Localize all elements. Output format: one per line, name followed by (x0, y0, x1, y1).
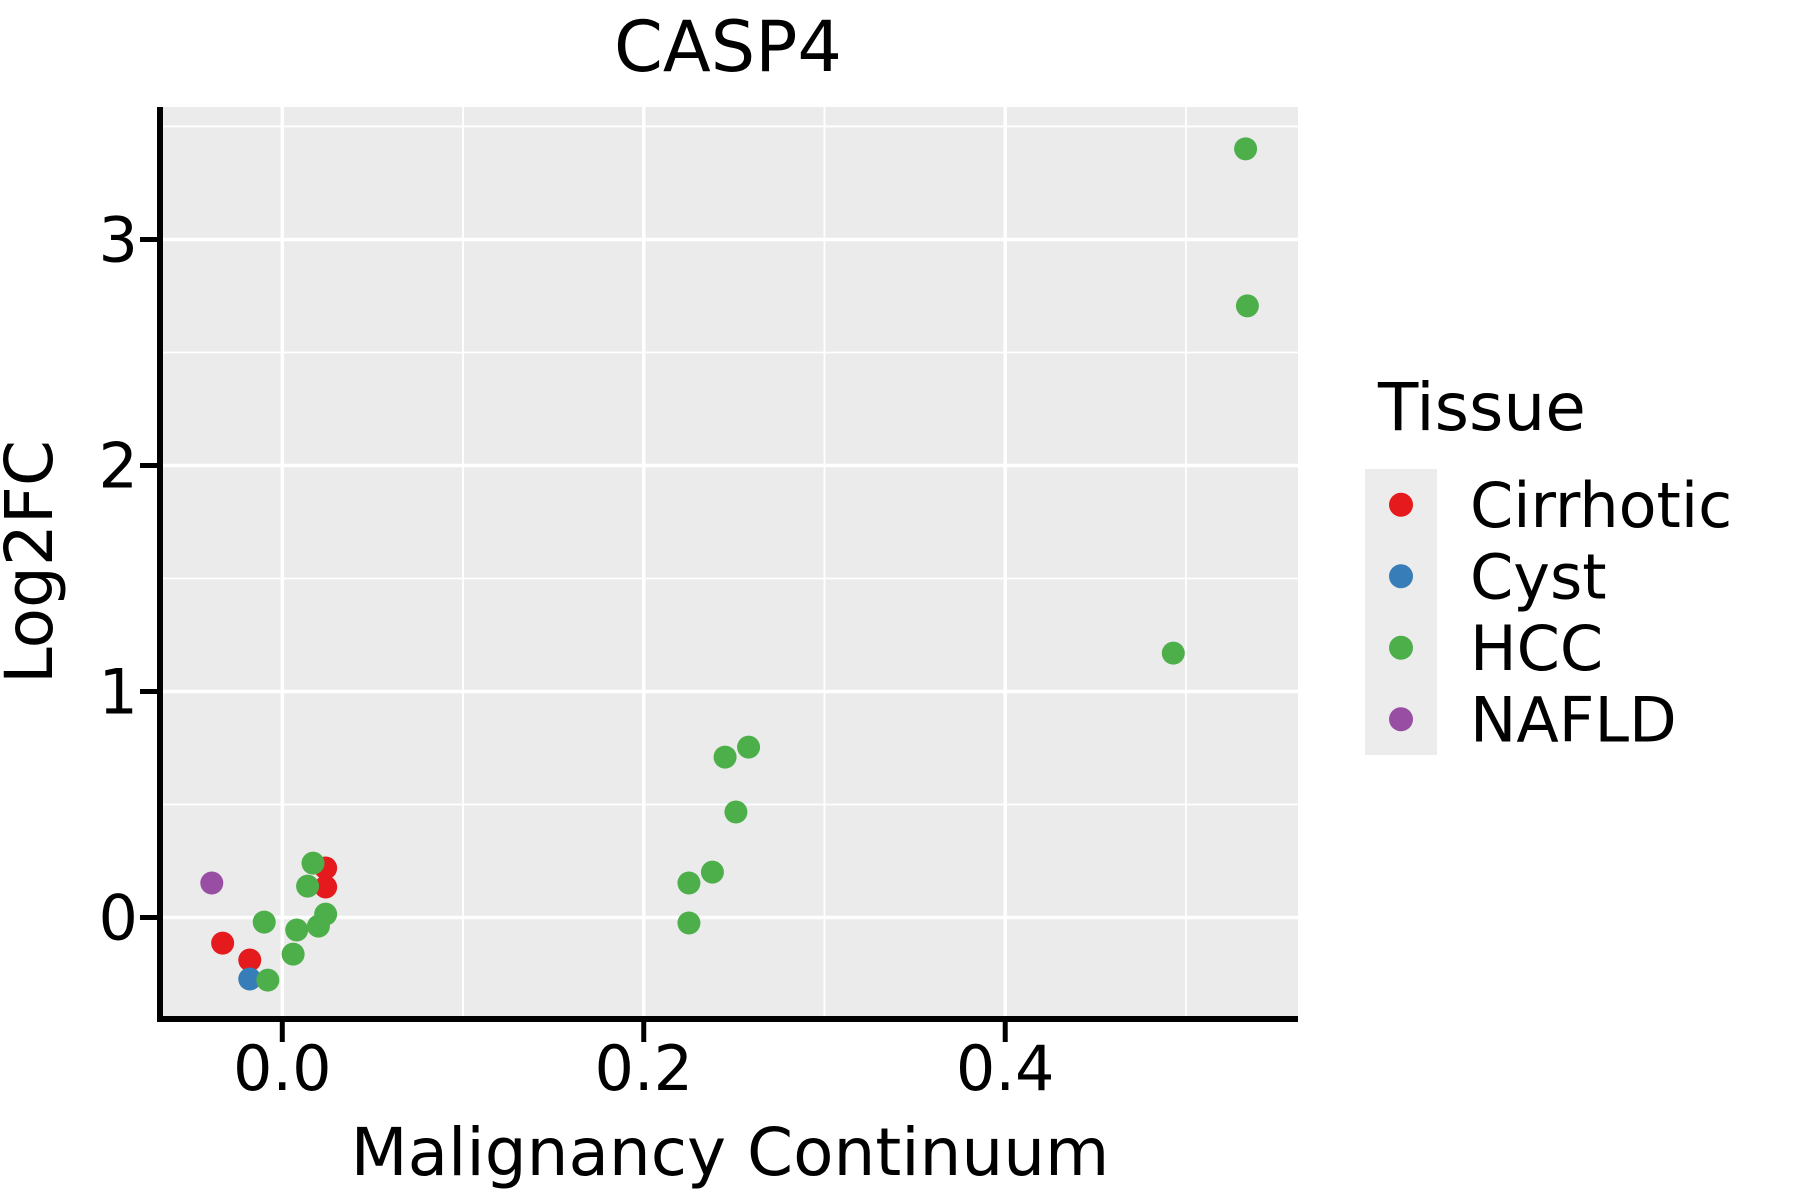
axis-ticks (140, 236, 1008, 1042)
x-tick-label: 0.4 (956, 1032, 1055, 1105)
y-tick-label: 0 (99, 882, 138, 955)
legend-swatch-nafld (1389, 707, 1413, 732)
y-tick-label: 1 (99, 656, 138, 729)
data-point-hcc (1161, 641, 1185, 665)
y-tick-label: 2 (99, 429, 138, 502)
data-point-cirrhotic (211, 931, 235, 955)
y-axis-label: Log2FC (0, 440, 68, 684)
data-point-hcc (252, 910, 276, 934)
data-point-hcc (677, 871, 701, 895)
data-point-hcc (1235, 294, 1259, 318)
y-tick-label: 3 (99, 203, 138, 276)
y-tick-labels: 0 1 2 3 (99, 203, 138, 954)
legend-label-nafld: NAFLD (1470, 683, 1677, 756)
plot-panel (163, 107, 1298, 1017)
legend-label-hcc: HCC (1470, 612, 1603, 685)
data-point-hcc (700, 860, 724, 884)
x-tick-labels: 0.0 0.2 0.4 (233, 1032, 1055, 1105)
x-tick-label: 0.0 (233, 1032, 332, 1105)
data-point-cyst (238, 967, 262, 991)
data-point-hcc (301, 851, 325, 875)
data-point-hcc (677, 911, 701, 935)
data-point-hcc (713, 745, 737, 769)
chart-title: CASP4 (614, 6, 842, 88)
x-axis-label: Malignancy Continuum (351, 1114, 1110, 1191)
data-point-hcc (314, 902, 338, 926)
data-point-hcc (281, 942, 305, 966)
data-point-nafld (200, 871, 224, 895)
legend-swatch-hcc (1389, 635, 1413, 660)
legend-swatch-cyst (1389, 564, 1413, 589)
x-tick-label: 0.2 (594, 1032, 693, 1105)
data-point-cirrhotic (314, 875, 338, 899)
legend-label-cirrhotic: Cirrhotic (1470, 469, 1732, 542)
data-point-hcc (724, 800, 748, 824)
legend-title: Tissue (1377, 369, 1586, 446)
gridlines-major (163, 107, 1298, 1017)
data-point-hcc (1234, 137, 1258, 161)
data-point-cirrhotic (238, 948, 262, 972)
data-point-hcc (737, 735, 761, 759)
legend-swatch-cirrhotic (1389, 492, 1413, 517)
legend-label-cyst: Cyst (1470, 540, 1607, 613)
data-point-hcc (296, 874, 320, 898)
data-point-hcc (285, 918, 309, 942)
data-points (200, 137, 1259, 992)
data-point-hcc (256, 968, 280, 992)
